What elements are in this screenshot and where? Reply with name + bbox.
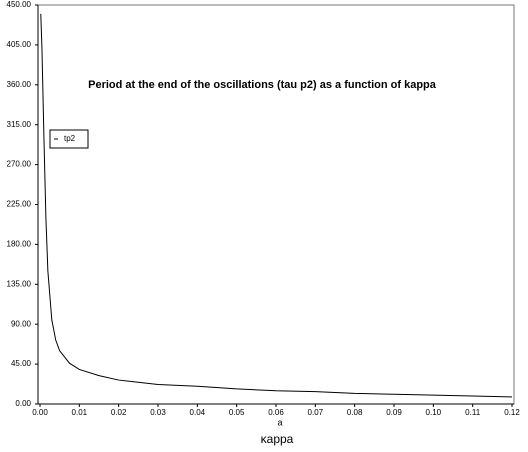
x-axis-label: κappa	[261, 432, 294, 446]
y-tick-label: 90.00	[11, 319, 32, 328]
y-tick-label: 270.00	[7, 160, 32, 169]
x-tick-label: 0.07	[308, 408, 324, 417]
x-tick-label: 0.01	[72, 408, 88, 417]
x-tick-label: 0.06	[268, 408, 284, 417]
y-tick-label: 180.00	[7, 240, 32, 249]
y-tick-label: 0.00	[15, 399, 31, 408]
x-tick-label: 0.00	[32, 408, 48, 417]
legend-label: tp2	[64, 134, 76, 143]
y-tick-label: 45.00	[11, 359, 32, 368]
y-tick-label: 360.00	[7, 80, 32, 89]
line-series	[40, 13, 513, 398]
x-tick-label: 0.03	[150, 408, 166, 417]
y-tick-label: 405.00	[7, 40, 32, 49]
y-tick-label: 450.00	[7, 0, 32, 9]
x-tick-label: 0.04	[190, 408, 206, 417]
x-tick-label: 0.08	[347, 408, 363, 417]
x-tick-label: 0.05	[229, 408, 245, 417]
x-tick-label: 0.09	[386, 408, 402, 417]
chart-title: Period at the end of the oscillations (t…	[88, 79, 437, 91]
y-tick-label: 315.00	[7, 120, 32, 129]
x-tick-label: 0.12	[504, 408, 520, 417]
plot-area	[37, 4, 515, 405]
x-annotation: a	[277, 417, 282, 427]
x-tick-label: 0.11	[465, 408, 481, 417]
legend	[49, 129, 89, 149]
x-tick-label: 0.10	[426, 408, 442, 417]
y-tick-label: 225.00	[7, 200, 32, 209]
y-tick-label: 135.00	[7, 279, 32, 288]
x-tick-label: 0.02	[111, 408, 127, 417]
